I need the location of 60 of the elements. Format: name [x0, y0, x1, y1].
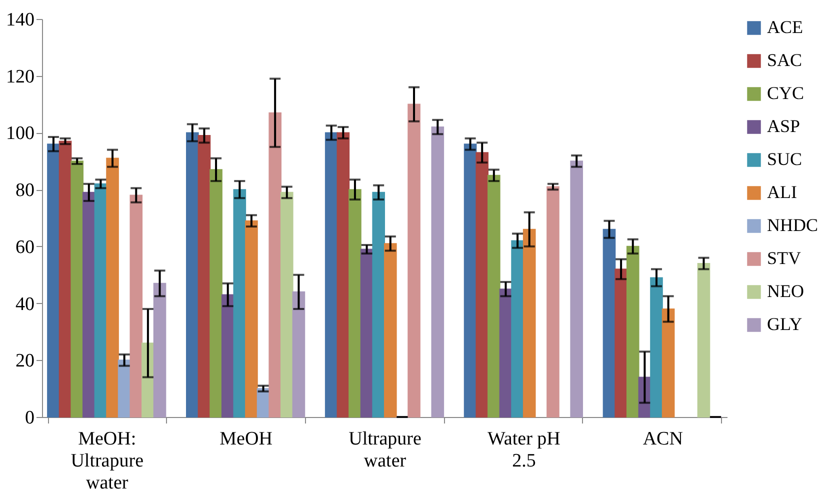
bar — [488, 174, 500, 418]
bar — [360, 248, 374, 418]
legend-label: ASP — [767, 116, 800, 136]
bar — [221, 294, 234, 418]
y-tick-label: 60 — [16, 236, 34, 258]
bar — [280, 192, 294, 418]
bar — [94, 183, 108, 418]
bar — [511, 240, 524, 418]
y-tick-label: 140 — [6, 10, 34, 30]
bar — [245, 220, 258, 418]
bar — [210, 169, 222, 418]
y-tick-label: 80 — [16, 180, 34, 202]
bar — [614, 268, 628, 418]
bar — [153, 282, 166, 418]
x-tick-label: Water pH 2.5 — [488, 428, 561, 472]
bar — [348, 189, 362, 418]
y-tick-label: 120 — [6, 66, 34, 88]
bar — [118, 360, 131, 418]
bar — [602, 228, 616, 418]
bar — [130, 194, 143, 418]
bar — [268, 112, 282, 418]
y-tick-label: 100 — [6, 123, 34, 144]
bar — [186, 132, 199, 418]
legend-label: GLY — [767, 314, 802, 334]
y-tick-label: 20 — [16, 350, 34, 372]
bar — [198, 135, 211, 418]
legend-label: SUC — [767, 149, 802, 169]
x-tick-label: MeOH: Ultrapure water — [70, 428, 144, 494]
bar — [47, 144, 60, 418]
bar — [522, 228, 536, 418]
bar — [324, 132, 338, 418]
bar — [408, 104, 420, 418]
bar — [233, 189, 246, 418]
bar — [431, 126, 444, 418]
legend-label: ACE — [767, 17, 804, 37]
bar — [82, 192, 96, 418]
x-tick-label: Ultrapure water — [348, 428, 422, 472]
legend-label: STV — [767, 248, 802, 268]
legend-label: SAC — [767, 50, 802, 70]
bar — [570, 160, 583, 418]
bar — [336, 132, 350, 418]
bar — [464, 144, 477, 418]
bar — [650, 277, 663, 418]
y-tick-label: 0 — [25, 408, 34, 428]
x-tick-label: ACN — [642, 428, 684, 450]
legend-label: CYC — [767, 83, 804, 103]
legend-label: ALI — [767, 182, 797, 202]
bar — [626, 246, 640, 418]
bar — [476, 152, 489, 418]
bar — [292, 291, 306, 418]
legend-label: NHDC — [767, 215, 818, 235]
bar — [662, 308, 675, 418]
y-tick-label: 40 — [16, 294, 34, 315]
legend-label: NEO — [767, 281, 804, 301]
bar — [106, 158, 119, 418]
bar — [499, 288, 512, 418]
x-tick-label: MeOH — [220, 428, 273, 450]
bar — [384, 243, 397, 418]
bar — [697, 262, 710, 418]
bar — [372, 192, 385, 418]
